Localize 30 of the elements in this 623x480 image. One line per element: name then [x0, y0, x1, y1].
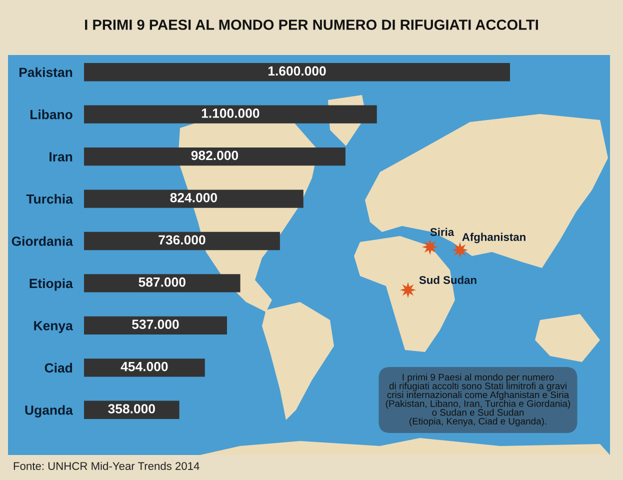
y-tick-label: Ciad — [44, 362, 72, 373]
annotation: Afghanistan — [462, 232, 526, 244]
bar — [84, 190, 304, 208]
data-label: 982.000 — [191, 150, 238, 160]
data-label: 587.000 — [138, 277, 186, 287]
y-tick-label: Libano — [30, 110, 72, 120]
y-tick-label: Etiopia — [30, 278, 73, 291]
bar — [84, 147, 346, 166]
y-tick-label: Pakistan — [20, 67, 72, 78]
bar — [84, 358, 205, 377]
data-label: 1.600.000 — [268, 66, 326, 76]
annotation: I primi 9 Paesi al mondo per numero di rifugiati accolti sono Stati limitrofi a gravi crisi internazionali come Afghanistan e Siria (Pakistan, Libano, Iran, Turchia e Giordania) o Sudan e Sud Sudan (Etiopia, Kenya, Ciad e Uganda). — [386, 374, 570, 426]
chart-title: I PRIMI 9 PAESI AL MONDO PER NUMERO DI RIFUGIATI ACCOLTI — [85, 20, 538, 30]
annotation: Siria — [430, 228, 454, 236]
bar — [84, 232, 280, 250]
y-tick-label: Uganda — [25, 405, 73, 418]
y-tick-label: Iran — [50, 152, 72, 162]
bar — [84, 274, 240, 292]
data-label: 537.000 — [132, 320, 179, 330]
bar — [84, 63, 510, 82]
y-tick-label: Turchia — [26, 194, 73, 204]
data-label: 454.000 — [120, 362, 168, 372]
y-tick-label: Giordania — [12, 236, 73, 246]
data-label: 736.000 — [158, 235, 206, 245]
bar — [84, 316, 227, 335]
y-tick-label: Kenya — [34, 321, 73, 333]
data-label: 1.100.000 — [202, 108, 260, 118]
source-note: Fonte: UNHCR Mid-Year Trends 2014 — [14, 462, 200, 470]
data-label: 358.000 — [108, 404, 155, 414]
data-label: 824.000 — [170, 192, 218, 202]
